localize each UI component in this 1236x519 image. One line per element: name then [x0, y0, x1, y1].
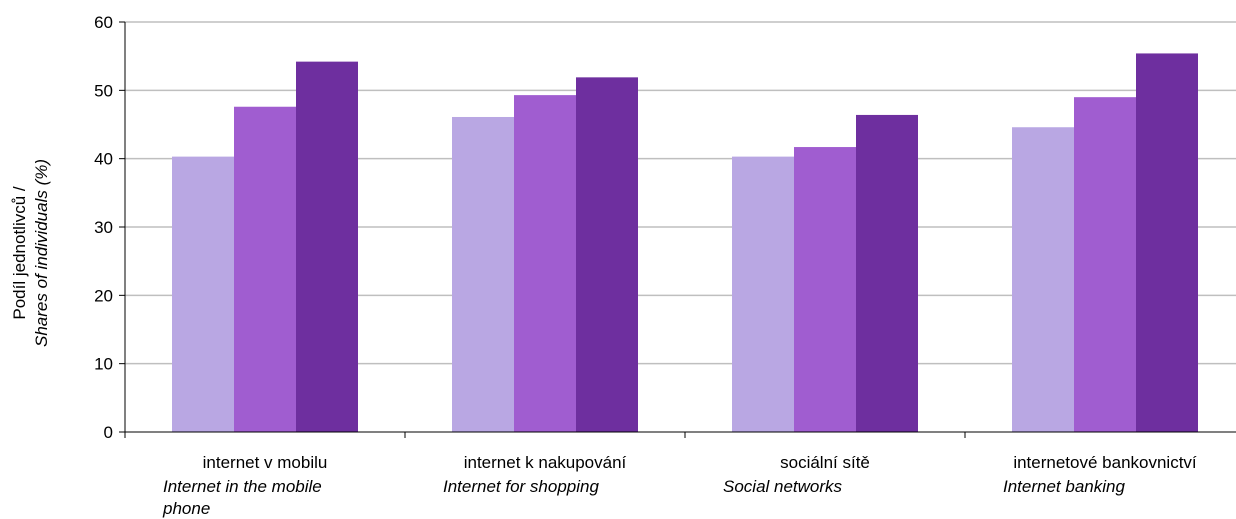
bar — [1012, 127, 1074, 432]
bar — [794, 147, 856, 433]
y-axis-title: Podíl jednotlivců / — [10, 186, 29, 320]
y-tick-label: 30 — [94, 218, 113, 237]
x-tick-label-en: Social networks — [723, 477, 843, 496]
bar — [1074, 97, 1136, 433]
x-tick-label: internetové bankovnictví — [1013, 453, 1197, 472]
bar — [172, 156, 234, 432]
x-tick-label-en: Internet banking — [1003, 477, 1125, 496]
y-tick-label: 50 — [94, 81, 113, 100]
x-tick-label: internet k nakupování — [464, 453, 627, 472]
bar — [452, 116, 514, 432]
x-tick-label-en: Internet for shopping — [443, 477, 599, 496]
y-axis-title-en: Shares of individuals (%) — [32, 159, 51, 347]
bar — [732, 156, 794, 432]
x-ticks — [124, 432, 966, 438]
y-tick-label: 10 — [94, 355, 113, 374]
y-ticks: 0 10 20 30 40 50 60 — [94, 13, 125, 442]
bar — [234, 106, 296, 432]
y-tick-label: 20 — [94, 286, 113, 305]
x-tick-label-en: phone — [162, 499, 210, 518]
y-tick-label: 0 — [104, 423, 113, 442]
bar — [514, 95, 576, 432]
bar — [296, 61, 358, 433]
bar — [856, 114, 918, 432]
bar — [576, 77, 638, 432]
x-tick-label: internet v mobilu — [203, 453, 328, 472]
bars — [172, 53, 1198, 433]
bar — [1136, 53, 1198, 432]
y-tick-label: 40 — [94, 150, 113, 169]
x-tick-label-en: Internet in the mobile — [163, 477, 322, 496]
category-labels: internet v mobilu Internet in the mobile p… — [162, 453, 1197, 518]
x-tick-label: sociální sítě — [780, 453, 870, 472]
y-tick-label: 60 — [94, 13, 113, 32]
